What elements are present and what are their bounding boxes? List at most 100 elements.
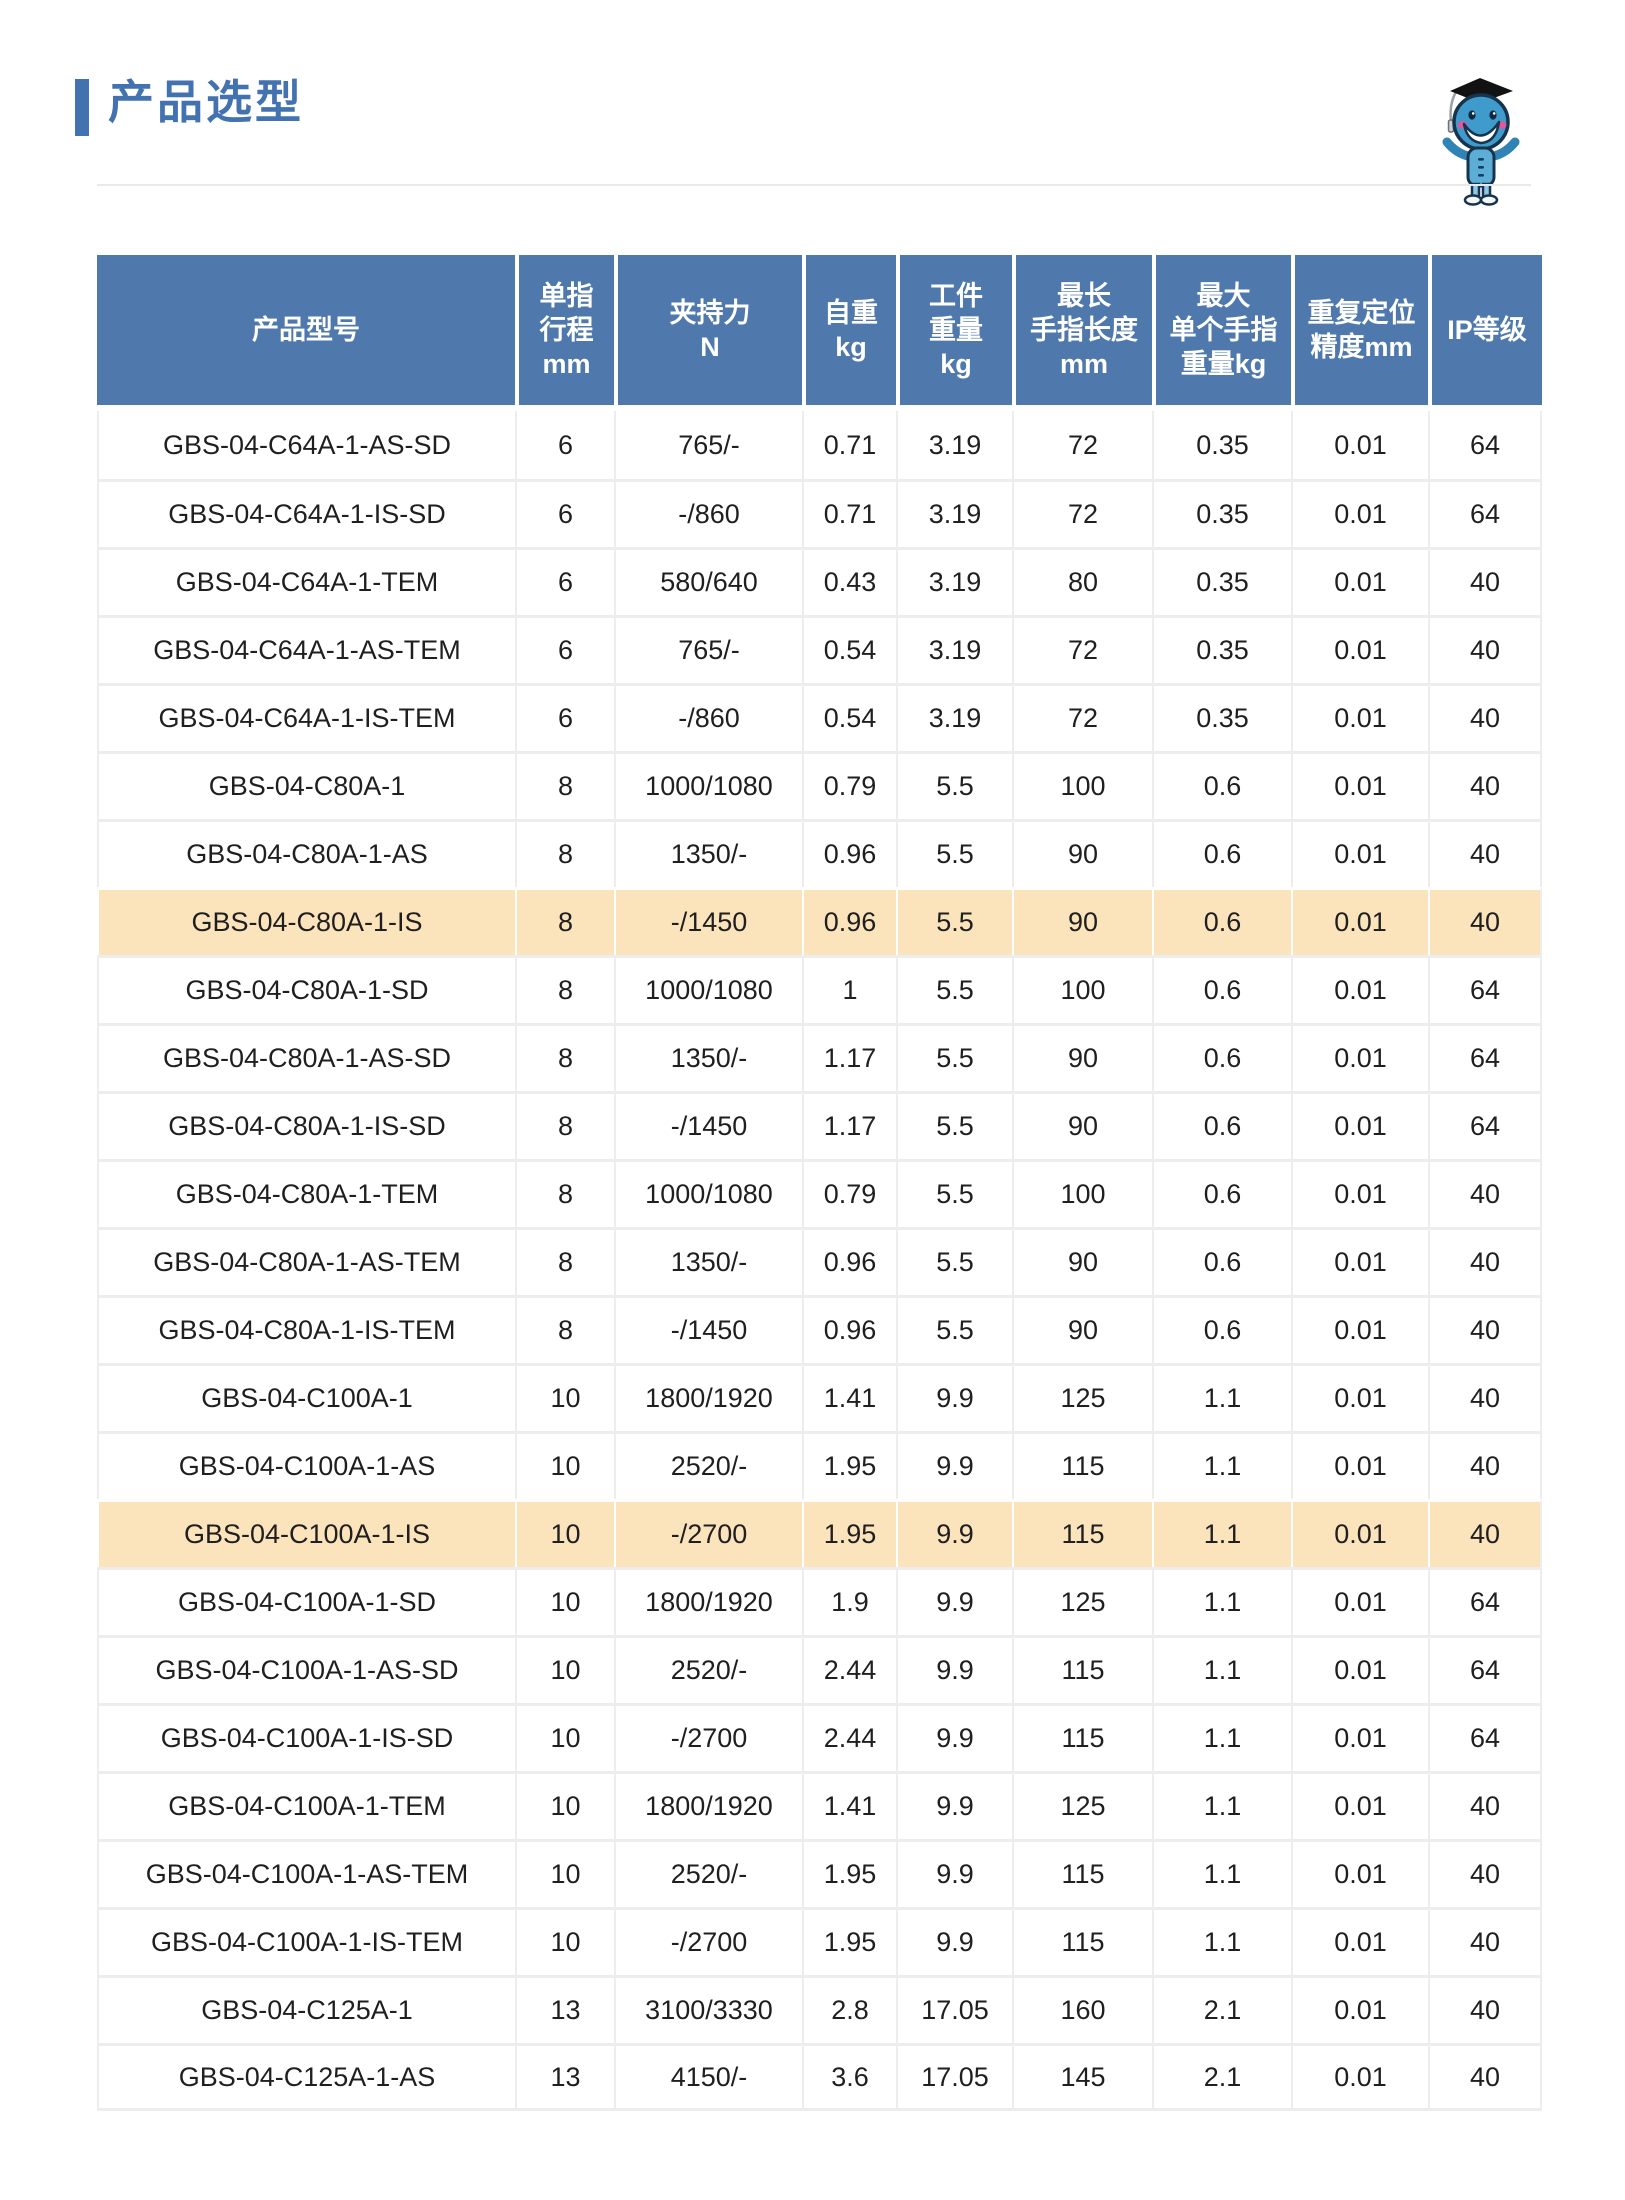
value-cell: 3100/3330 [614, 1975, 802, 2043]
value-cell: 3.19 [896, 411, 1012, 479]
value-cell: 64 [1428, 1023, 1542, 1091]
value-cell: 0.71 [802, 411, 896, 479]
value-cell: 2.1 [1152, 2043, 1291, 2111]
value-cell: 8 [515, 1023, 614, 1091]
model-cell: GBS-04-C80A-1-AS-SD [97, 1023, 515, 1091]
value-cell: 40 [1428, 1839, 1542, 1907]
value-cell: 8 [515, 1227, 614, 1295]
table-row: GBS-04-C100A-1-IS 10 -/2700 1.95 9.9 115 1.1 0.… [97, 1499, 1542, 1567]
value-cell: 1.95 [802, 1431, 896, 1499]
value-cell: 9.9 [896, 1771, 1012, 1839]
model-cell: GBS-04-C80A-1-AS [97, 819, 515, 887]
value-cell: 115 [1012, 1499, 1152, 1567]
table-row: GBS-04-C80A-1-IS-SD 8 -/1450 1.17 5.5 90 0.6 0.… [97, 1091, 1542, 1159]
model-cell: GBS-04-C100A-1-IS [97, 1499, 515, 1567]
value-cell: 9.9 [896, 1839, 1012, 1907]
value-cell: 9.9 [896, 1363, 1012, 1431]
value-cell: 1000/1080 [614, 1159, 802, 1227]
value-cell: 5.5 [896, 1295, 1012, 1363]
value-cell: 115 [1012, 1431, 1152, 1499]
value-cell: 40 [1428, 1227, 1542, 1295]
value-cell: 10 [515, 1771, 614, 1839]
value-cell: 8 [515, 955, 614, 1023]
value-cell: 10 [515, 1363, 614, 1431]
table-row: GBS-04-C80A-1-AS 8 1350/- 0.96 5.5 90 0.6 0.01 4… [97, 819, 1542, 887]
value-cell: 0.01 [1291, 1023, 1428, 1091]
value-cell: 8 [515, 1091, 614, 1159]
value-cell: 3.6 [802, 2043, 896, 2111]
value-cell: 3.19 [896, 547, 1012, 615]
value-cell: 0.01 [1291, 1091, 1428, 1159]
table-row: GBS-04-C100A-1-TEM 10 1800/1920 1.41 9.9 125 1… [97, 1771, 1542, 1839]
model-cell: GBS-04-C100A-1-AS-SD [97, 1635, 515, 1703]
column-header: 工件 重量 kg [896, 255, 1012, 411]
value-cell: 90 [1012, 1023, 1152, 1091]
model-cell: GBS-04-C100A-1-IS-SD [97, 1703, 515, 1771]
value-cell: 0.01 [1291, 1567, 1428, 1635]
model-cell: GBS-04-C100A-1-SD [97, 1567, 515, 1635]
model-cell: GBS-04-C80A-1 [97, 751, 515, 819]
value-cell: 5.5 [896, 819, 1012, 887]
value-cell: 40 [1428, 1907, 1542, 1975]
value-cell: 64 [1428, 1703, 1542, 1771]
value-cell: 1.95 [802, 1499, 896, 1567]
column-header: 最长 手指长度 mm [1012, 255, 1152, 411]
value-cell: 1.1 [1152, 1499, 1291, 1567]
value-cell: 3.19 [896, 683, 1012, 751]
model-cell: GBS-04-C100A-1-IS-TEM [97, 1907, 515, 1975]
value-cell: 17.05 [896, 2043, 1012, 2111]
value-cell: 1350/- [614, 819, 802, 887]
value-cell: 0.43 [802, 547, 896, 615]
value-cell: 125 [1012, 1771, 1152, 1839]
value-cell: 0.6 [1152, 955, 1291, 1023]
value-cell: 0.01 [1291, 1499, 1428, 1567]
value-cell: -/1450 [614, 1295, 802, 1363]
value-cell: 8 [515, 819, 614, 887]
table-row: GBS-04-C100A-1 10 1800/1920 1.41 9.9 125 1.1 0.… [97, 1363, 1542, 1431]
value-cell: 2.1 [1152, 1975, 1291, 2043]
value-cell: 64 [1428, 955, 1542, 1023]
value-cell: 1000/1080 [614, 751, 802, 819]
value-cell: 115 [1012, 1907, 1152, 1975]
model-cell: GBS-04-C64A-1-TEM [97, 547, 515, 615]
value-cell: 0.01 [1291, 1635, 1428, 1703]
value-cell: 0.01 [1291, 1363, 1428, 1431]
value-cell: 0.01 [1291, 1907, 1428, 1975]
value-cell: 0.54 [802, 683, 896, 751]
value-cell: 160 [1012, 1975, 1152, 2043]
value-cell: -/860 [614, 683, 802, 751]
value-cell: 0.01 [1291, 1431, 1428, 1499]
value-cell: 0.54 [802, 615, 896, 683]
table-row: GBS-04-C125A-1-AS 13 4150/- 3.6 17.05 145 2.1 0… [97, 2043, 1542, 2111]
model-cell: GBS-04-C64A-1-IS-TEM [97, 683, 515, 751]
column-header: 夹持力 N [614, 255, 802, 411]
value-cell: 40 [1428, 1771, 1542, 1839]
value-cell: 2.8 [802, 1975, 896, 2043]
value-cell: 2520/- [614, 1839, 802, 1907]
column-header: IP等级 [1428, 255, 1542, 411]
value-cell: 1350/- [614, 1023, 802, 1091]
value-cell: 40 [1428, 887, 1542, 955]
value-cell: 40 [1428, 1499, 1542, 1567]
value-cell: 115 [1012, 1703, 1152, 1771]
value-cell: 8 [515, 1159, 614, 1227]
value-cell: 64 [1428, 1567, 1542, 1635]
model-cell: GBS-04-C64A-1-IS-SD [97, 479, 515, 547]
value-cell: 72 [1012, 615, 1152, 683]
value-cell: 3.19 [896, 479, 1012, 547]
value-cell: -/1450 [614, 887, 802, 955]
value-cell: 40 [1428, 1159, 1542, 1227]
value-cell: -/2700 [614, 1499, 802, 1567]
table-row: GBS-04-C80A-1-TEM 8 1000/1080 0.79 5.5 100 0.6… [97, 1159, 1542, 1227]
value-cell: 72 [1012, 479, 1152, 547]
table-header-row: 产品型号 单指 行程 mm 夹持力 N 自重 kg 工件 重量 kg 最长 手指长度 mm… [97, 255, 1542, 411]
value-cell: 0.96 [802, 819, 896, 887]
value-cell: 1.17 [802, 1023, 896, 1091]
value-cell: 0.01 [1291, 683, 1428, 751]
value-cell: 0.6 [1152, 1091, 1291, 1159]
value-cell: 0.6 [1152, 1023, 1291, 1091]
value-cell: 72 [1012, 683, 1152, 751]
value-cell: 1.9 [802, 1567, 896, 1635]
value-cell: 2.44 [802, 1635, 896, 1703]
value-cell: 5.5 [896, 751, 1012, 819]
